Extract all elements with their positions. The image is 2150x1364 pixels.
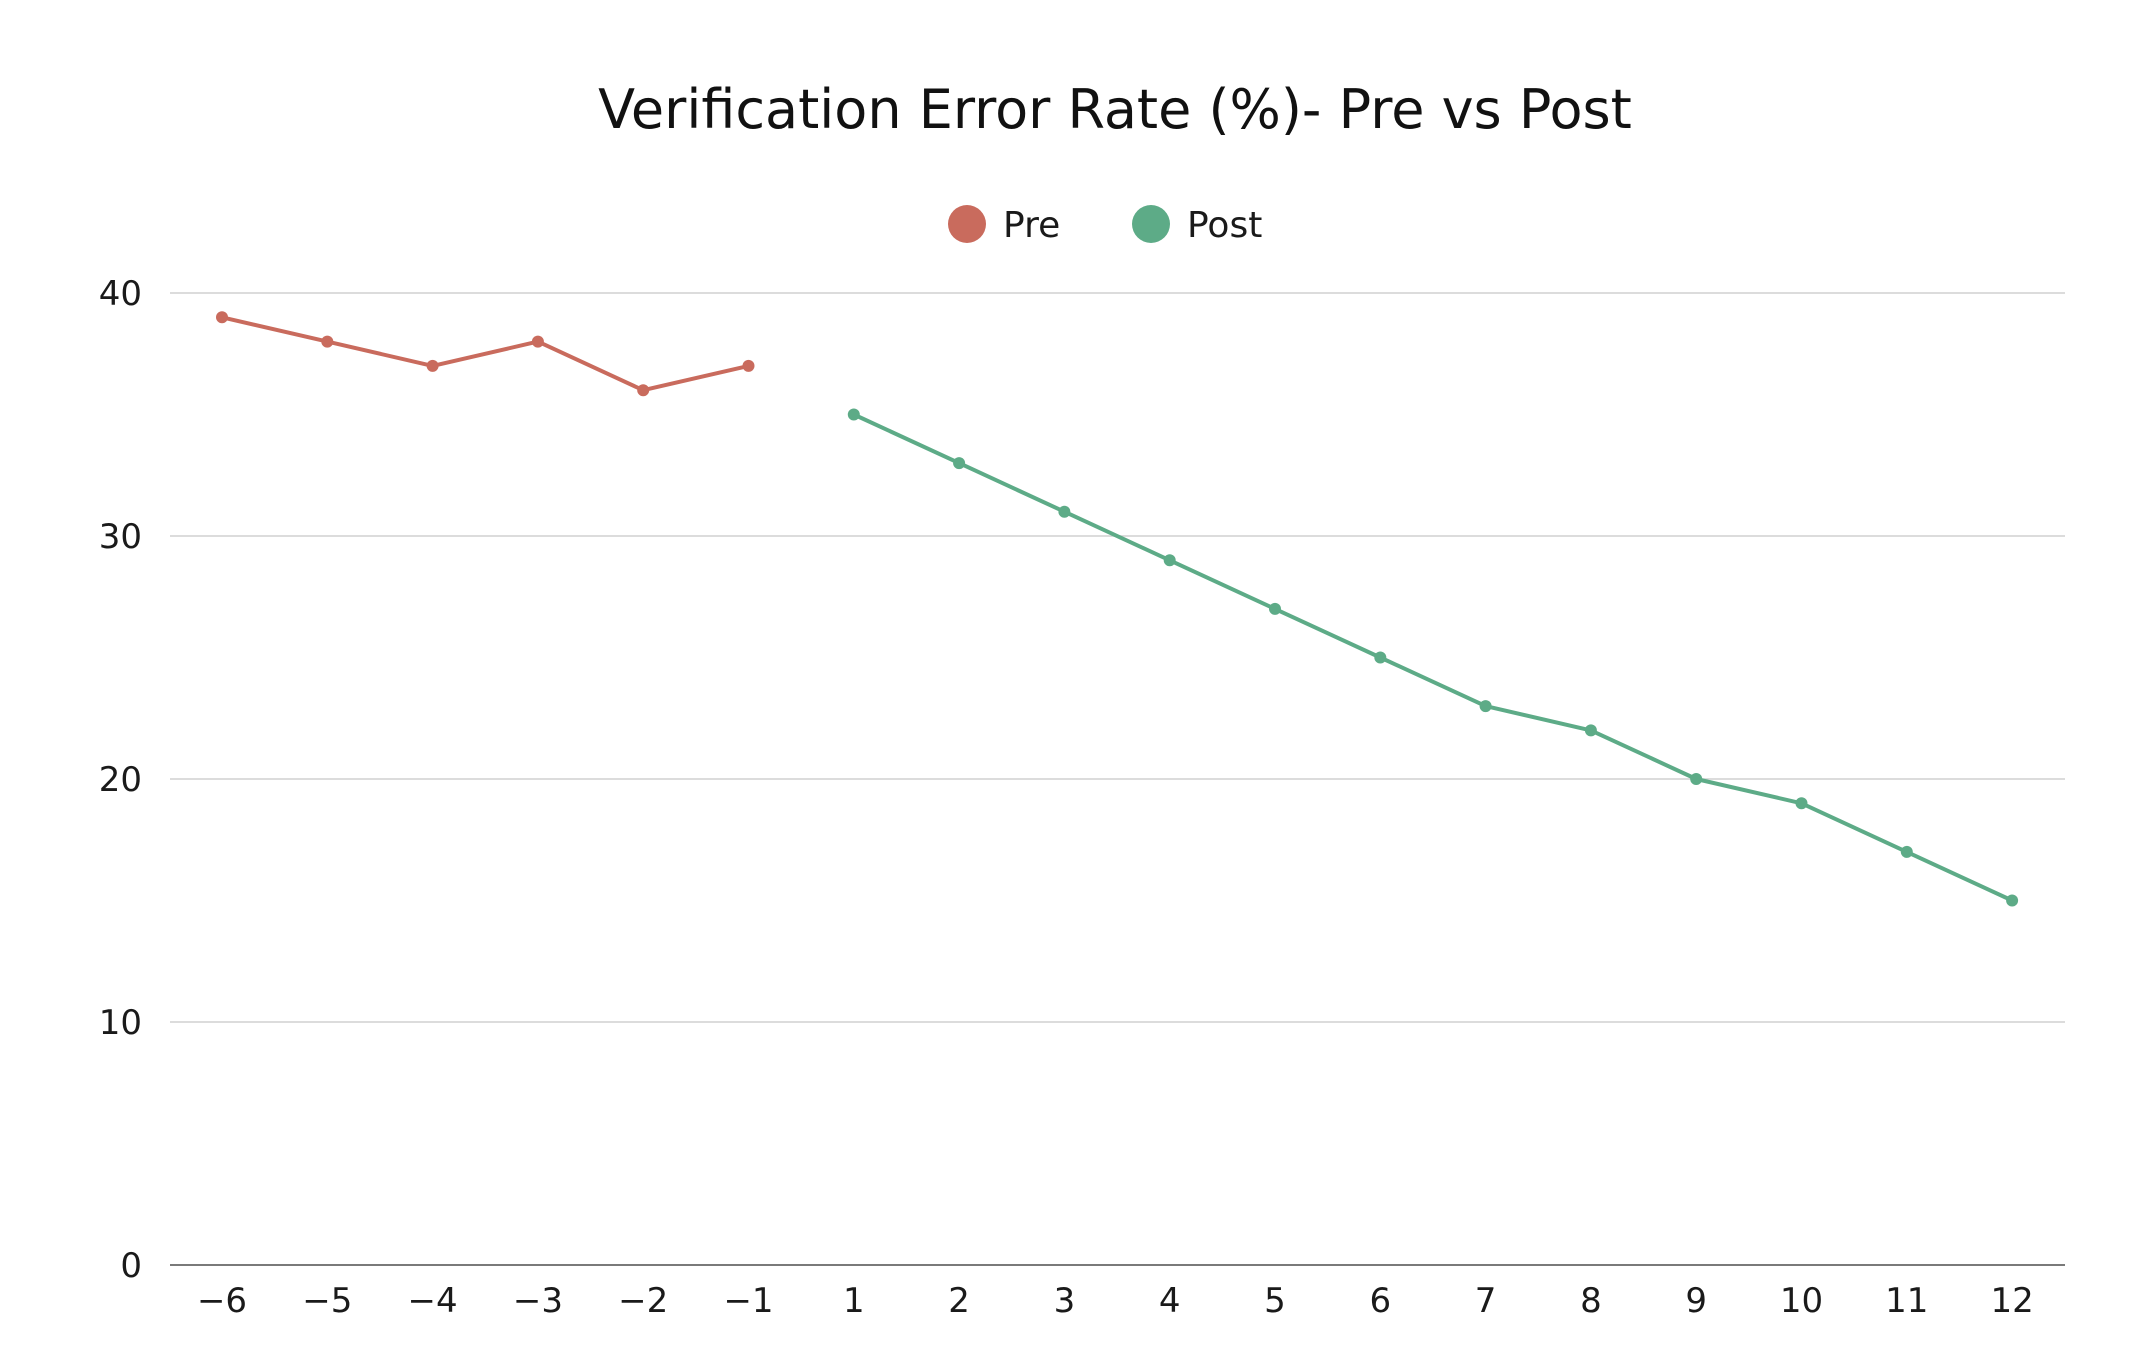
x-tick-label: 10: [1780, 1281, 1823, 1321]
legend-marker-pre: [948, 205, 986, 243]
data-point-post: [953, 457, 966, 470]
data-point-post: [1584, 724, 1597, 737]
data-point-pre: [637, 384, 650, 397]
y-axis-ticks: 0 10 20 30 40: [99, 274, 142, 1286]
x-tick-label: 2: [948, 1281, 970, 1321]
data-point-post: [1058, 505, 1071, 518]
data-point-pre: [531, 335, 544, 348]
x-tick-label: 1: [843, 1281, 865, 1321]
y-tick-label: 0: [120, 1246, 142, 1286]
x-tick-label: −6: [197, 1281, 247, 1321]
chart-title: Verification Error Rate (%)- Pre vs Post: [598, 78, 1632, 141]
x-tick-label: −3: [513, 1281, 563, 1321]
legend: Pre Post: [948, 205, 1262, 246]
data-point-pre: [426, 359, 439, 372]
data-point-post: [1900, 845, 1913, 858]
x-tick-label: 12: [1990, 1281, 2033, 1321]
data-point-post: [1479, 700, 1492, 713]
data-point-post: [1374, 651, 1387, 664]
x-tick-label: 6: [1369, 1281, 1391, 1321]
data-point-post: [1269, 602, 1281, 615]
y-tick-label: 30: [99, 517, 142, 557]
x-tick-label: −5: [302, 1281, 352, 1321]
data-point-post: [1690, 773, 1703, 785]
x-axis-ticks: −6 −5 −4 −3 −2 −1 1 2 3 4 5 6 7 8 9 10 11 12: [197, 1281, 2034, 1321]
series-group: [216, 311, 2019, 907]
x-tick-label: 5: [1264, 1281, 1286, 1321]
legend-label-pre: Pre: [1003, 205, 1060, 246]
x-tick-label: 8: [1580, 1281, 1602, 1321]
data-point-pre: [742, 359, 755, 372]
data-point-post: [2006, 894, 2019, 907]
y-tick-label: 40: [99, 274, 142, 314]
x-tick-label: −4: [408, 1281, 458, 1321]
gridlines: [170, 292, 2065, 1266]
legend-label-post: Post: [1187, 205, 1262, 246]
data-point-post: [1163, 554, 1176, 567]
x-tick-label: 11: [1885, 1281, 1928, 1321]
y-tick-label: 10: [99, 1003, 142, 1043]
legend-marker-post: [1132, 205, 1170, 243]
x-tick-label: 3: [1054, 1281, 1076, 1321]
x-tick-label: −2: [618, 1281, 668, 1321]
x-tick-label: 9: [1685, 1281, 1707, 1321]
series-line-pre: [221, 315, 749, 393]
x-tick-label: 7: [1475, 1281, 1497, 1321]
x-tick-label: 4: [1159, 1281, 1181, 1321]
data-point-post: [847, 408, 860, 421]
data-point-pre: [321, 335, 334, 348]
data-point-post: [1795, 797, 1808, 810]
data-point-pre: [216, 311, 228, 324]
x-tick-label: −1: [723, 1281, 773, 1321]
y-tick-label: 20: [99, 760, 142, 800]
series-line-post: [852, 412, 2013, 903]
